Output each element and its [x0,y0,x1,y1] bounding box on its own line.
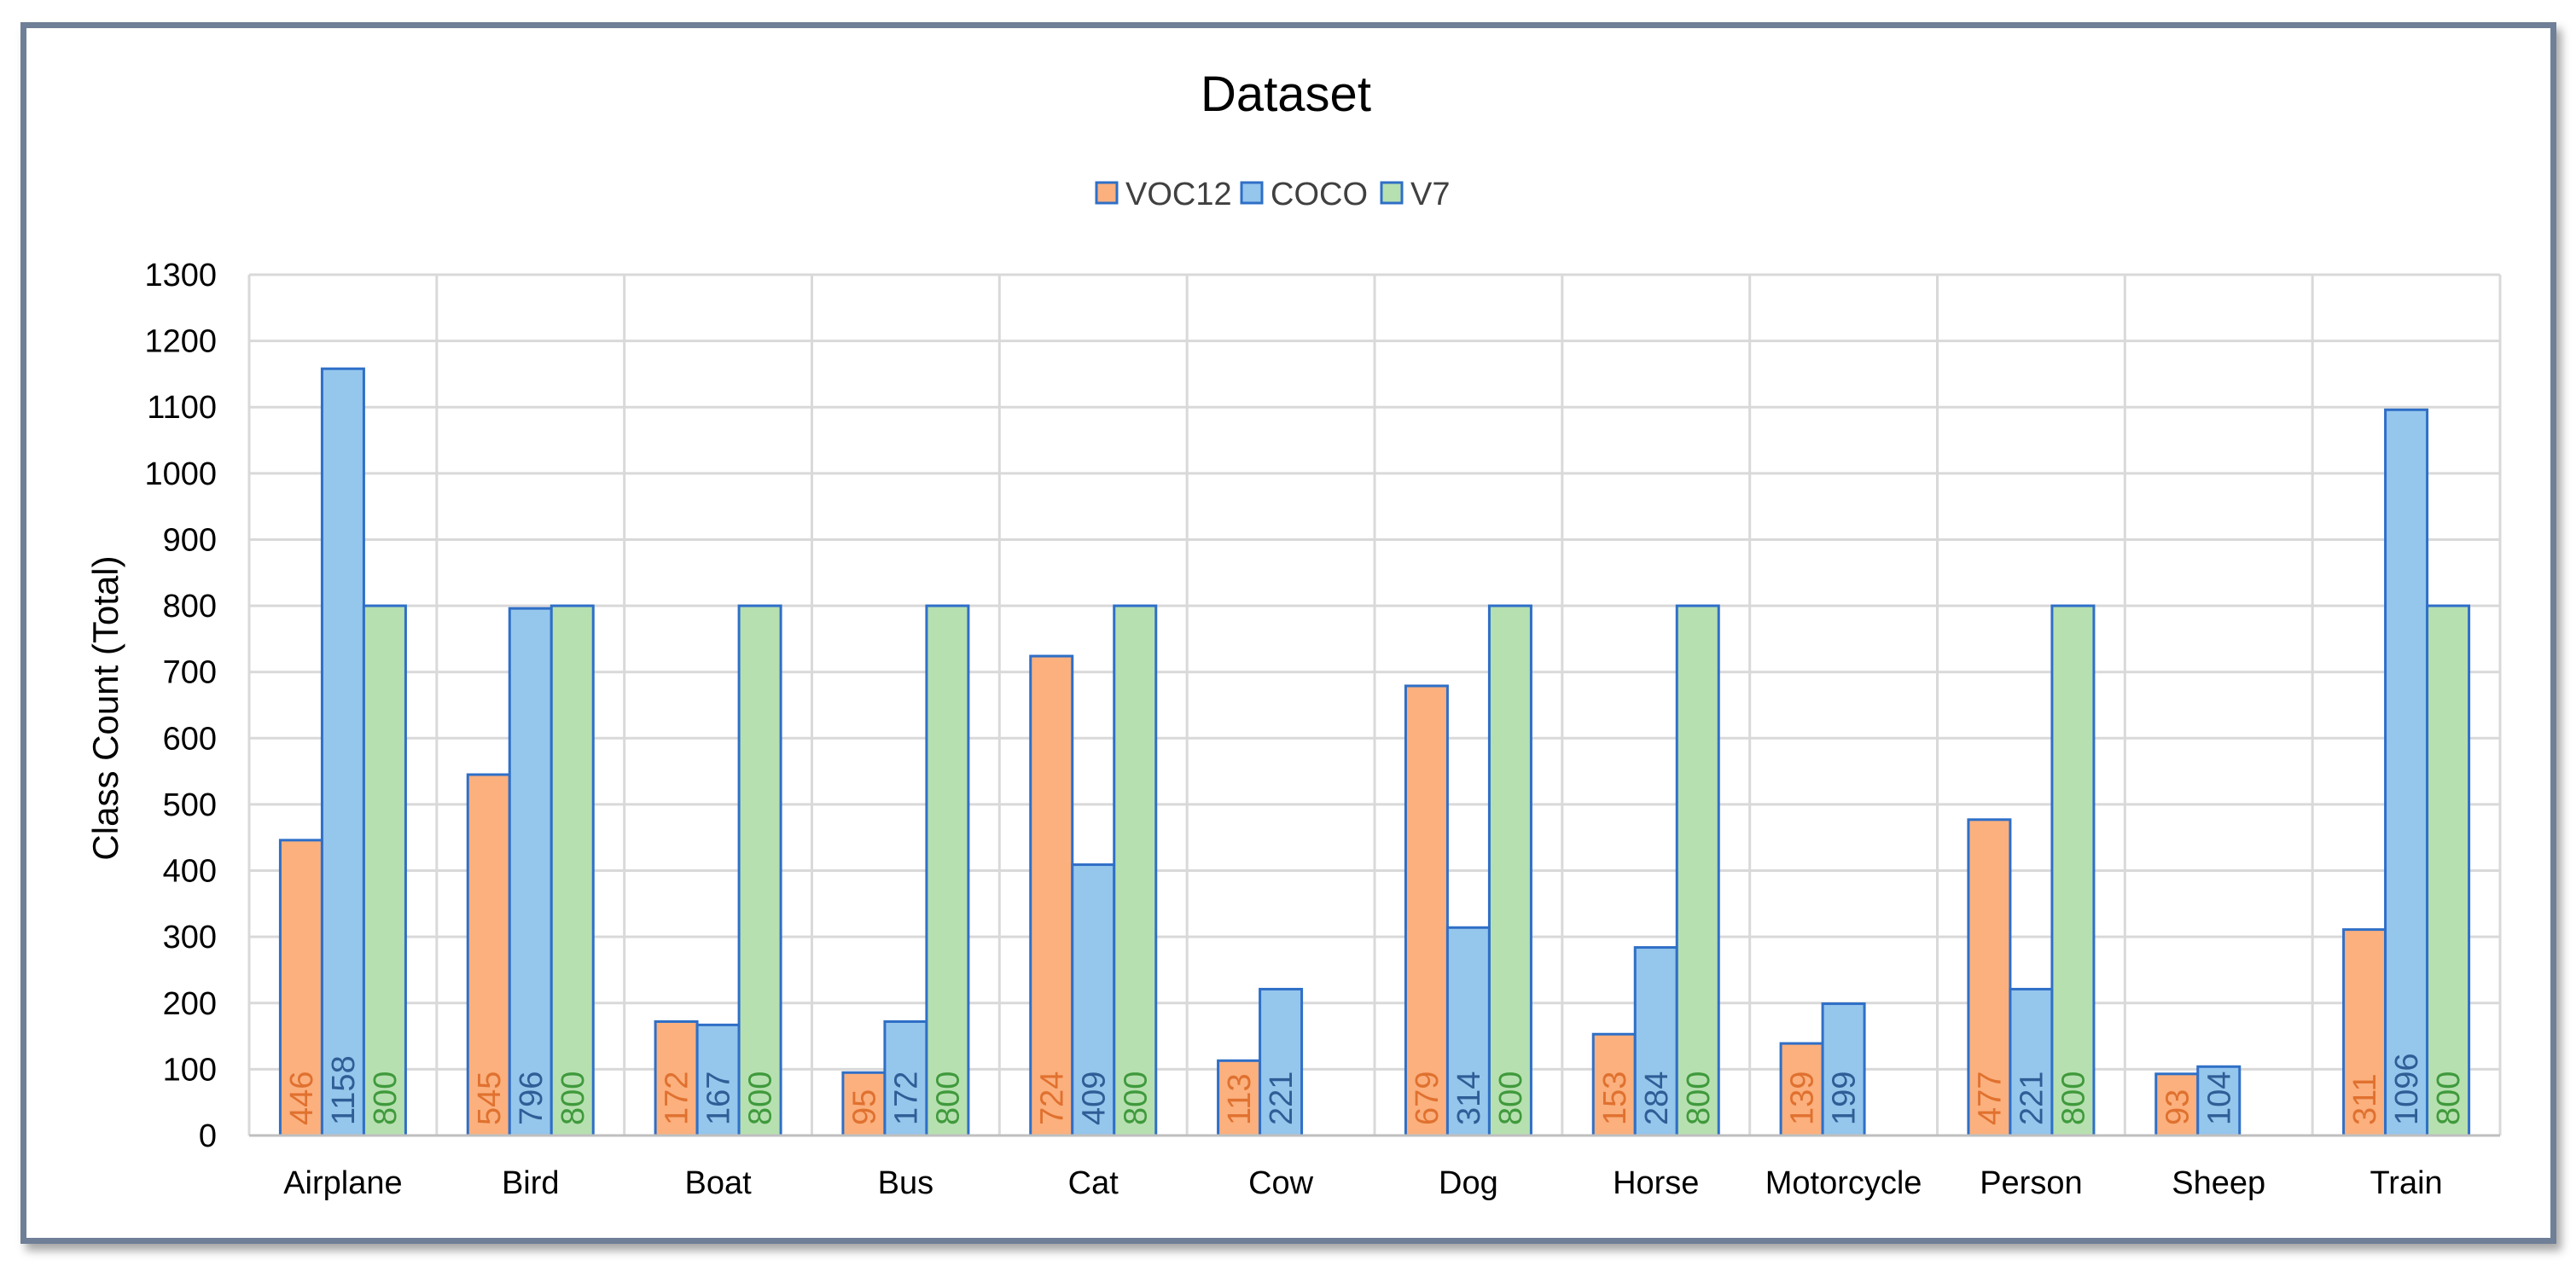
x-tick-label: Dog [1439,1165,1498,1201]
data-label: 167 [701,1071,737,1125]
y-axis-label: Class Count (Total) [85,555,125,860]
x-tick-label: Bus [878,1165,933,1201]
bar-coco-train [2384,408,2429,1137]
bar-voc12-boat [654,1020,699,1137]
x-tick-label: Boat [684,1165,752,1201]
bar-v7-bird [550,604,595,1137]
bar-v7-airplane [362,604,407,1137]
bar-voc12-motorcycle [1779,1042,1824,1137]
data-label: 199 [1827,1071,1863,1125]
x-tick-label: Train [2370,1165,2442,1201]
y-tick-label: 100 [163,1052,217,1088]
data-label: 1158 [326,1055,362,1125]
bar-v7-bus [925,604,970,1137]
x-tick-label: Person [1980,1165,2082,1201]
data-label: 800 [555,1071,591,1125]
data-label: 446 [284,1071,320,1125]
x-tick-label: Horse [1613,1165,1699,1201]
legend-item-v7: V7 [1380,177,1450,212]
y-tick-label: 900 [163,522,217,558]
data-label: 172 [888,1071,924,1125]
x-tick-label: Cat [1068,1165,1119,1201]
bar-v7-cat [1113,604,1158,1137]
data-label: 679 [1410,1071,1445,1125]
bar-voc12-bird [466,773,511,1137]
y-tick-label: 800 [163,589,217,624]
x-tick-label: Sheep [2172,1165,2265,1201]
bar-coco-bird [508,607,553,1137]
x-tick-label: Bird [502,1165,560,1201]
data-label: 477 [1972,1071,2008,1125]
data-label: 93 [2160,1089,2195,1125]
data-label: 95 [846,1089,882,1125]
data-label: 153 [1597,1071,1633,1125]
data-label: 800 [368,1071,404,1125]
data-label: 284 [1639,1071,1675,1125]
x-tick-label: Airplane [283,1165,402,1201]
y-tick-label: 700 [163,655,217,691]
data-label: 314 [1451,1071,1487,1125]
x-tick-label: Motorcycle [1765,1165,1922,1201]
bar-voc12-dog [1404,684,1449,1137]
data-label: 545 [472,1071,508,1125]
data-label: 172 [660,1071,695,1125]
data-label: 800 [1118,1071,1154,1125]
y-tick-label: 1100 [147,390,217,426]
data-label: 724 [1034,1071,1070,1125]
data-label: 221 [1264,1071,1300,1125]
data-label: 221 [2014,1071,2050,1125]
bar-coco-motorcycle [1821,1002,1866,1137]
data-label: 800 [1493,1071,1529,1125]
data-label: 800 [1681,1071,1717,1125]
y-tick-label: 400 [163,854,217,890]
y-tick-label: 1200 [144,324,217,360]
bar-voc12-cat [1029,654,1074,1137]
bar-v7-dog [1487,604,1532,1137]
y-tick-label: 0 [199,1118,217,1154]
bar-v7-boat [737,604,782,1137]
legend-swatch [1095,181,1119,205]
y-tick-label: 300 [163,920,217,955]
legend-label: V7 [1410,177,1450,212]
bar-v7-horse [1675,604,1720,1137]
x-tick-label: Cow [1248,1165,1314,1201]
data-label: 800 [930,1071,966,1125]
bar-voc12-person [1967,818,2012,1137]
legend-label: COCO [1271,177,1368,212]
data-label: 409 [1076,1071,1112,1125]
legend: VOC12 COCO V7 [1095,177,1450,212]
legend-item-voc12: VOC12 [1095,177,1232,212]
data-label: 796 [514,1071,550,1125]
bar-voc12-bus [841,1071,887,1137]
y-tick-label: 600 [163,721,217,757]
bar-v7-train [2426,604,2471,1137]
y-tick-label: 500 [163,787,217,823]
legend-item-coco: COCO [1240,177,1368,212]
data-label: 1096 [2389,1053,2425,1125]
bar-coco-airplane [320,367,365,1137]
data-label: 113 [1222,1073,1258,1125]
chart-title: Dataset [1201,67,1371,122]
data-label: 800 [2431,1071,2467,1125]
legend-swatch [1380,181,1404,205]
data-label: 104 [2201,1071,2237,1125]
bar-coco-boat [695,1023,741,1137]
y-tick-label: 1300 [144,258,217,293]
data-label: 800 [2056,1071,2091,1125]
data-label: 311 [2347,1073,2383,1125]
legend-swatch [1240,181,1264,205]
data-label: 800 [743,1071,779,1125]
legend-label: VOC12 [1125,177,1232,212]
bar-v7-person [2050,604,2096,1137]
y-tick-label: 200 [163,986,217,1022]
data-label: 139 [1785,1071,1821,1125]
y-tick-label: 1000 [144,456,217,492]
